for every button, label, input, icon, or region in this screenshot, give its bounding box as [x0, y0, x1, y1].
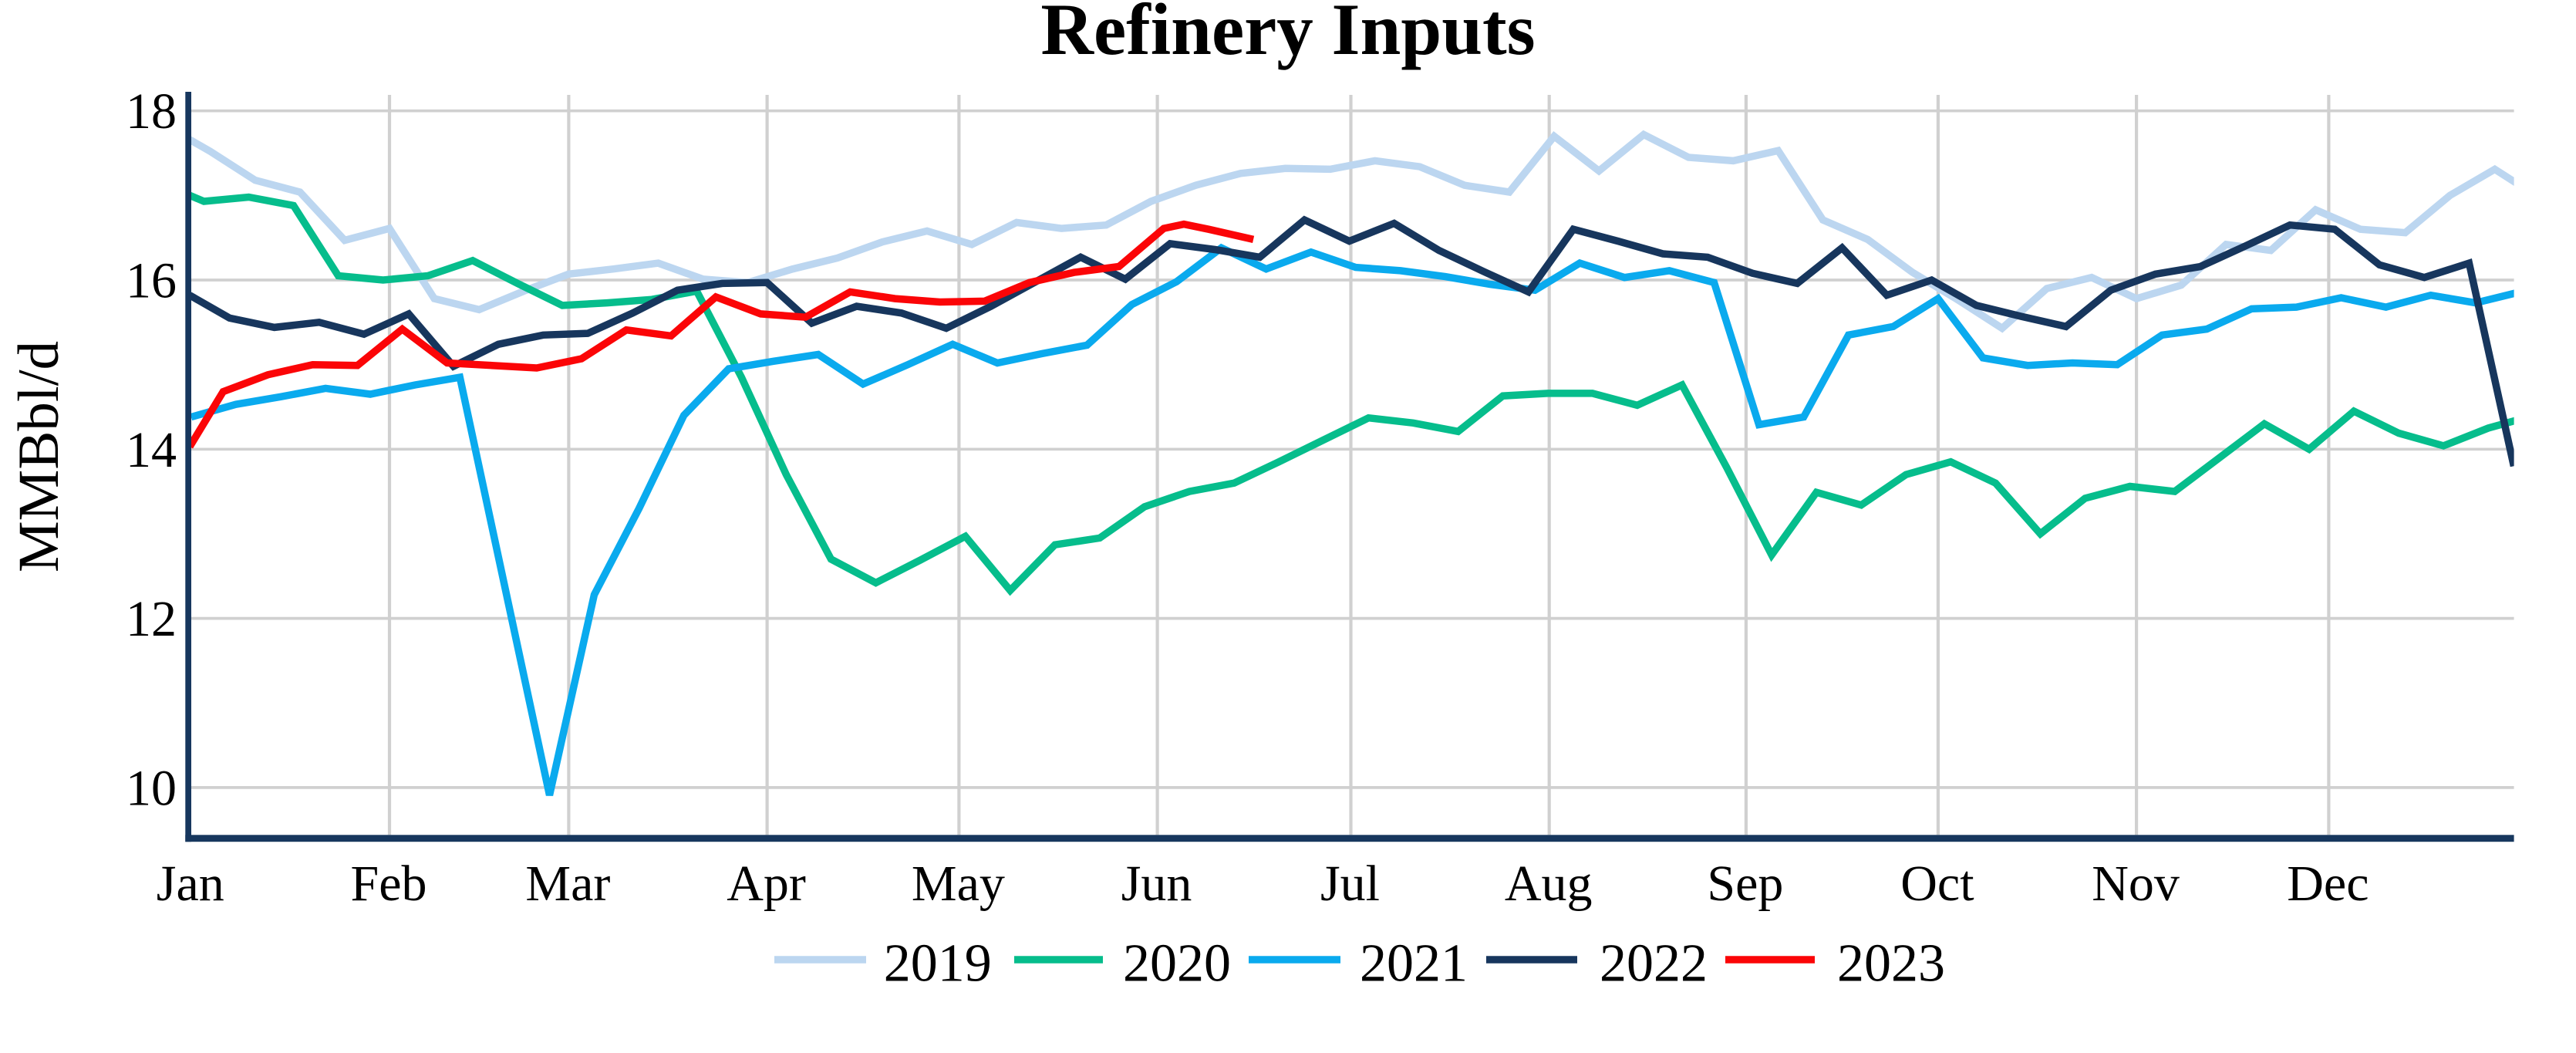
svg-text:Dec: Dec — [2287, 856, 2369, 912]
svg-text:Aug: Aug — [1505, 856, 1593, 912]
svg-text:Apr: Apr — [727, 856, 806, 912]
svg-text:2022: 2022 — [1600, 934, 1708, 994]
svg-text:14: 14 — [126, 422, 177, 478]
svg-text:2021: 2021 — [1360, 934, 1468, 994]
svg-text:Nov: Nov — [2092, 856, 2180, 912]
svg-text:Mar: Mar — [525, 856, 610, 912]
svg-text:May: May — [912, 856, 1005, 912]
svg-text:16: 16 — [126, 253, 177, 309]
svg-text:Jan: Jan — [157, 856, 224, 912]
svg-text:2019: 2019 — [884, 934, 992, 994]
svg-text:Jun: Jun — [1121, 856, 1192, 912]
svg-text:Refinery Inputs: Refinery Inputs — [1040, 0, 1535, 70]
svg-text:Sep: Sep — [1707, 856, 1783, 912]
svg-text:2023: 2023 — [1837, 934, 1945, 994]
svg-text:18: 18 — [126, 83, 177, 140]
svg-text:MMBbl/d: MMBbl/d — [7, 341, 71, 572]
svg-text:Jul: Jul — [1320, 856, 1380, 912]
svg-text:12: 12 — [126, 591, 177, 647]
svg-text:Oct: Oct — [1900, 856, 1974, 912]
svg-text:2020: 2020 — [1123, 934, 1231, 994]
svg-text:Feb: Feb — [351, 856, 427, 912]
svg-text:10: 10 — [126, 760, 177, 816]
